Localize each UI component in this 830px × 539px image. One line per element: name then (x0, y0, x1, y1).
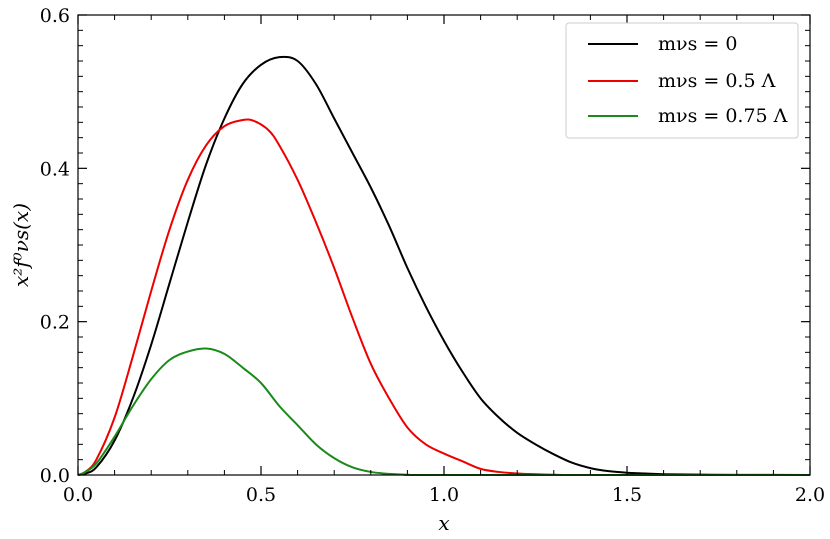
y-tick-label: 0.4 (40, 158, 70, 180)
x-tick-label: 0.5 (246, 484, 276, 506)
tick-labels: 0.0 0.5 1.0 1.5 2.0 0.0 0.2 0.4 0.6 (40, 5, 825, 506)
x-tick-label: 0.0 (63, 484, 93, 506)
y-tick-label: 0.6 (40, 5, 70, 27)
y-tick-label: 0.2 (40, 312, 70, 334)
y-axis-label: x²f⁰νs(x) (9, 203, 33, 287)
legend-label-2: mνs = 0.75 Λ (658, 105, 788, 127)
x-axis-label: x (438, 511, 449, 535)
legend-label-1: mνs = 0.5 Λ (658, 70, 776, 92)
x-tick-label: 2.0 (795, 484, 825, 506)
ticks-layer (77, 14, 811, 476)
y-tick-label: 0.0 (40, 465, 70, 487)
series-line-0 (77, 55, 811, 476)
legend-box (565, 22, 799, 139)
series-line-1 (77, 118, 810, 477)
x-tick-label: 1.0 (429, 484, 459, 506)
legend-label-0: mνs = 0 (658, 33, 737, 55)
legend: mνs = 0 mνs = 0.5 Λ mνs = 0.75 Λ (565, 22, 799, 139)
x-tick-label: 1.5 (612, 484, 642, 506)
